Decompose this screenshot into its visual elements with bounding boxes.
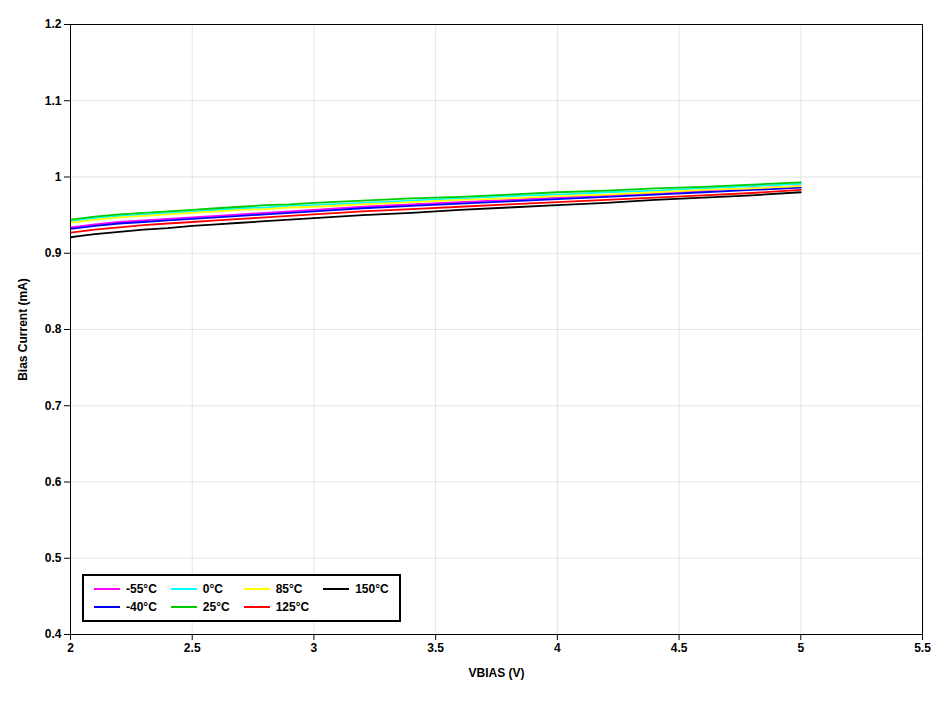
html-text:-40°C: -40°C xyxy=(126,600,157,614)
svg-text:4.5: 4.5 xyxy=(671,641,688,655)
svg-text:2: 2 xyxy=(67,641,74,655)
svg-text:0.9: 0.9 xyxy=(45,246,62,260)
svg-text:1.1: 1.1 xyxy=(45,94,62,108)
svg-text:0.7: 0.7 xyxy=(45,399,62,413)
svg-text:1.2: 1.2 xyxy=(45,17,62,31)
html-text:25°C: 25°C xyxy=(202,600,230,614)
svg-text:5: 5 xyxy=(797,641,804,655)
svg-text:3.5: 3.5 xyxy=(427,641,444,655)
html-text:0°C: 0°C xyxy=(202,582,223,596)
html-text:-55°C: -55°C xyxy=(126,582,157,596)
svg-text:3: 3 xyxy=(311,641,318,655)
svg-text:0.6: 0.6 xyxy=(45,475,62,489)
svg-text:4: 4 xyxy=(554,641,561,655)
svg-text:0.4: 0.4 xyxy=(45,627,62,641)
svg-text:VBIAS (V): VBIAS (V) xyxy=(468,666,524,680)
svg-text:Bias Current (mA): Bias Current (mA) xyxy=(16,278,30,381)
html-text:150°C: 150°C xyxy=(355,582,389,596)
svg-text:5.5: 5.5 xyxy=(914,641,931,655)
html-text:85°C: 85°C xyxy=(275,582,303,596)
svg-text:1: 1 xyxy=(55,170,62,184)
html-text:125°C: 125°C xyxy=(275,600,310,614)
svg-text:0.5: 0.5 xyxy=(45,551,62,565)
svg-text:0.8: 0.8 xyxy=(45,322,62,336)
svg-text:2.5: 2.5 xyxy=(184,641,201,655)
